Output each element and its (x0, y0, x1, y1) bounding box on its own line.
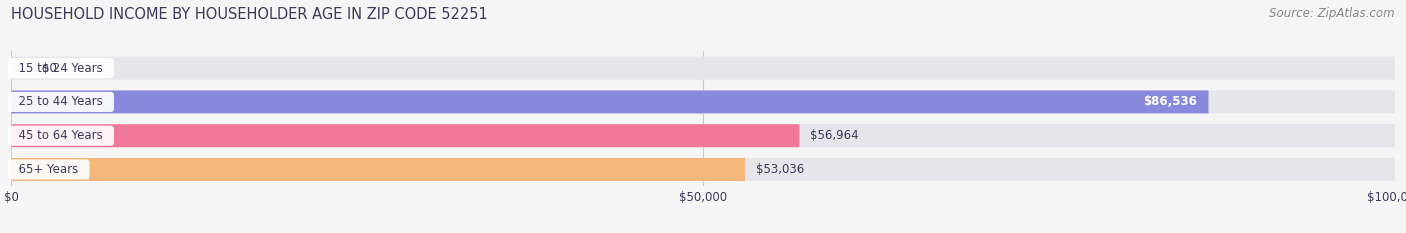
Text: 65+ Years: 65+ Years (11, 163, 86, 176)
FancyBboxPatch shape (11, 158, 745, 181)
Text: $86,536: $86,536 (1143, 96, 1198, 108)
Text: $0: $0 (42, 62, 56, 75)
Text: $53,036: $53,036 (756, 163, 804, 176)
FancyBboxPatch shape (11, 90, 1395, 113)
Text: $56,964: $56,964 (810, 129, 859, 142)
FancyBboxPatch shape (11, 124, 800, 147)
FancyBboxPatch shape (11, 124, 1395, 147)
FancyBboxPatch shape (11, 57, 1395, 80)
FancyBboxPatch shape (11, 158, 1395, 181)
Text: 25 to 44 Years: 25 to 44 Years (11, 96, 111, 108)
Text: 45 to 64 Years: 45 to 64 Years (11, 129, 111, 142)
FancyBboxPatch shape (11, 90, 1209, 113)
Text: HOUSEHOLD INCOME BY HOUSEHOLDER AGE IN ZIP CODE 52251: HOUSEHOLD INCOME BY HOUSEHOLDER AGE IN Z… (11, 7, 488, 22)
Text: 15 to 24 Years: 15 to 24 Years (11, 62, 111, 75)
Text: Source: ZipAtlas.com: Source: ZipAtlas.com (1270, 7, 1395, 20)
